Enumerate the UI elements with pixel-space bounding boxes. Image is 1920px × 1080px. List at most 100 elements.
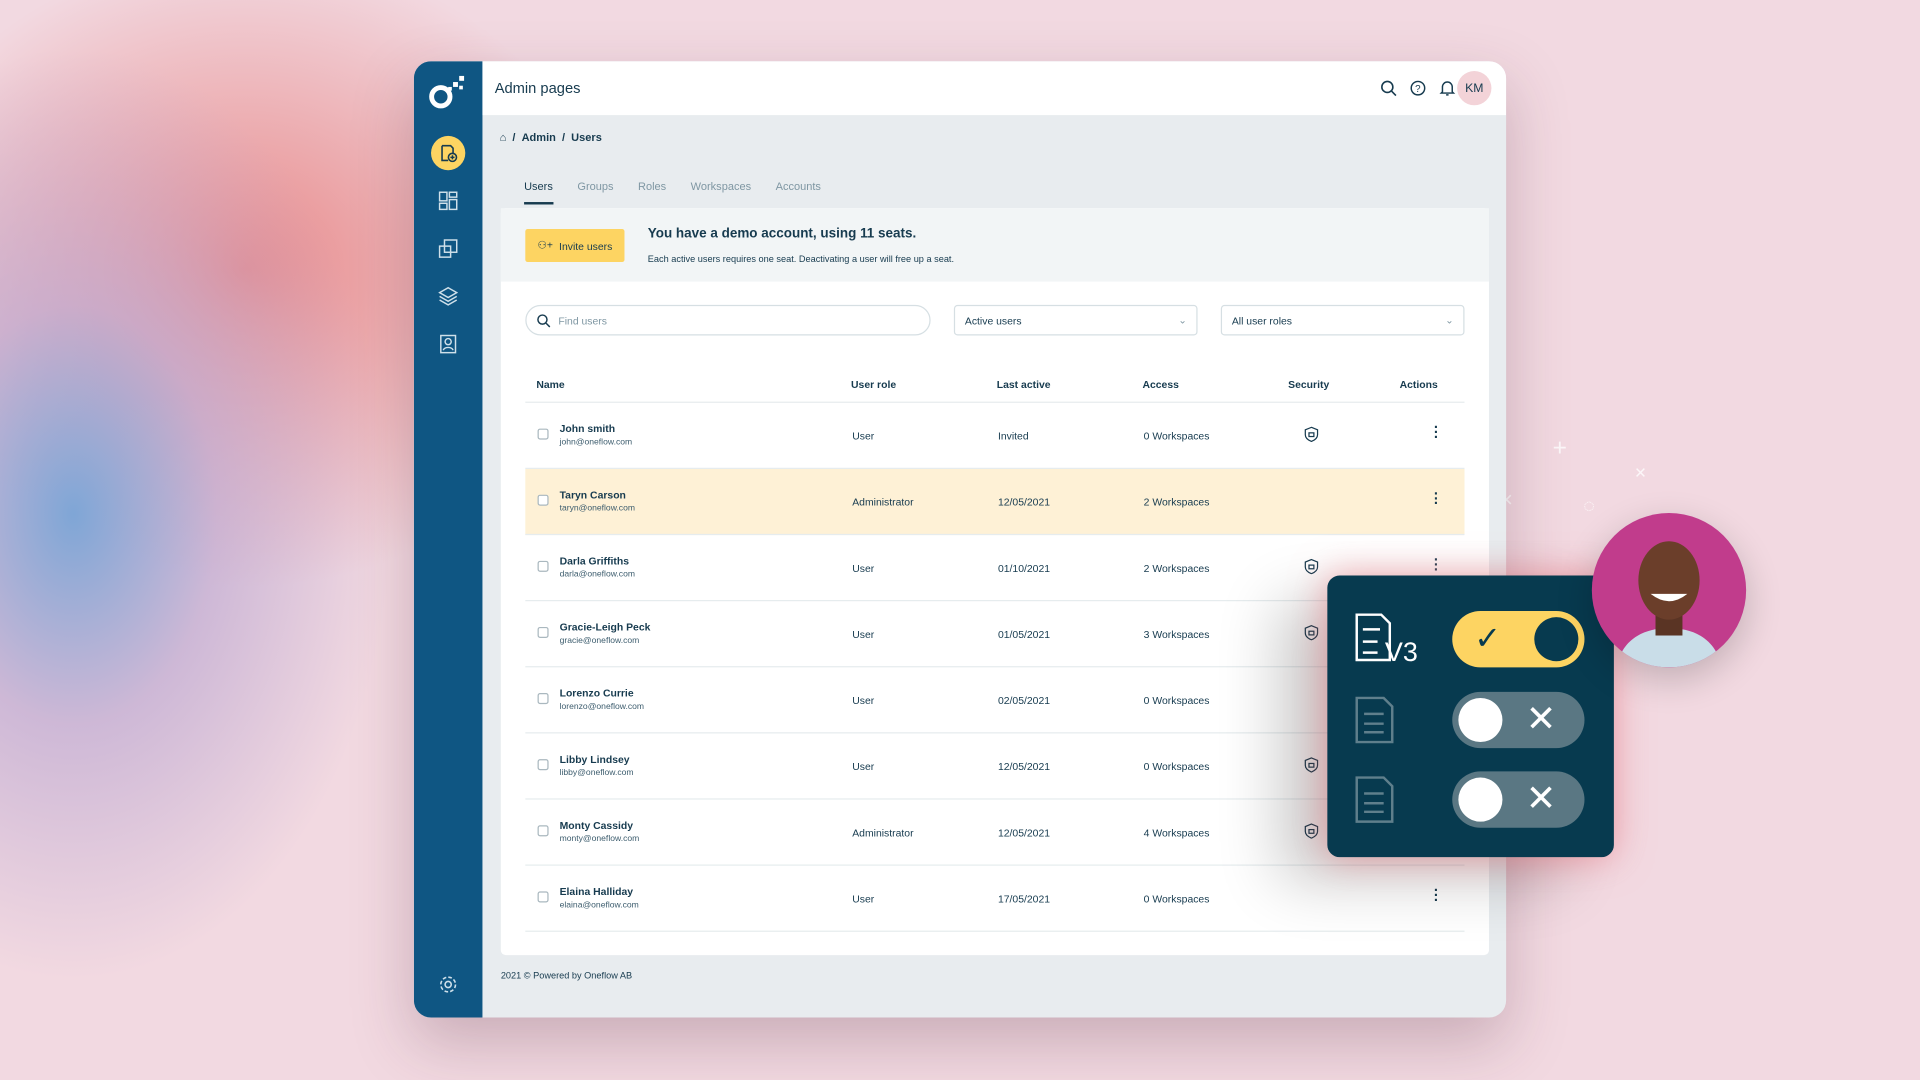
tab-accounts[interactable]: Accounts (775, 180, 821, 193)
last-active: 01/05/2021 (997, 628, 1051, 641)
help-icon[interactable]: ? (1408, 78, 1428, 98)
breadcrumb-users: Users (571, 131, 602, 144)
version-toggle-card: V3 ✓ ✕ ✕ (1327, 575, 1614, 858)
table-row[interactable]: Libby Lindsey libby@oneflow.com User 12/… (525, 733, 1465, 800)
version-toggle-off[interactable]: ✕ (1452, 691, 1585, 749)
invite-users-button[interactable]: ⚇+ Invite users (525, 228, 625, 263)
version-toggle-off[interactable]: ✕ (1452, 771, 1585, 828)
row-checkbox[interactable] (537, 693, 549, 705)
user-photo (1591, 513, 1747, 668)
user-name[interactable]: Lorenzo Currie (559, 686, 634, 700)
users-card: ⚇+ Invite users You have a demo account, … (500, 208, 1489, 956)
last-active: Invited (997, 429, 1029, 443)
user-name[interactable]: Libby Lindsey (559, 753, 630, 766)
row-checkbox[interactable] (537, 825, 549, 837)
home-icon[interactable]: ⌂ (499, 131, 507, 144)
chevron-down-icon: ⌄ (1178, 314, 1187, 326)
more-actions-icon[interactable]: ··· (1433, 551, 1439, 578)
table-row[interactable]: Gracie-Leigh Peck gracie@oneflow.com Use… (525, 601, 1465, 668)
more-actions-icon[interactable]: ··· (1433, 484, 1439, 512)
documents-icon[interactable] (431, 231, 465, 265)
user-role: User (852, 628, 875, 641)
search-icon[interactable] (1379, 78, 1399, 98)
svg-text:V3: V3 (1385, 637, 1418, 663)
user-role: Administrator (852, 826, 914, 839)
table-row[interactable]: Darla Griffiths darla@oneflow.com User 0… (525, 535, 1465, 602)
search-icon (537, 313, 551, 327)
role-filter-select[interactable]: All user roles ⌄ (1220, 304, 1465, 336)
user-role: Administrator (852, 495, 914, 509)
user-name[interactable]: Monty Cassidy (559, 819, 634, 832)
new-document-icon[interactable] (431, 135, 466, 171)
tab-roles[interactable]: Roles (637, 180, 667, 193)
layers-icon[interactable] (431, 279, 465, 313)
sparkle-icon: × (1634, 462, 1647, 484)
breadcrumb: ⌂ / Admin / Users (499, 131, 602, 144)
tab-workspaces[interactable]: Workspaces (690, 180, 752, 193)
user-role: User (852, 760, 875, 773)
dashboard-icon[interactable] (431, 184, 465, 218)
user-name[interactable]: Taryn Carson (559, 488, 626, 501)
user-email: taryn@oneflow.com (559, 504, 635, 514)
security-shield-icon (1304, 757, 1319, 773)
last-active: 17/05/2021 (997, 892, 1051, 905)
table-row[interactable]: Monty Cassidy monty@oneflow.com Administ… (525, 800, 1465, 866)
row-checkbox[interactable] (537, 560, 549, 572)
document-v3-icon: V3 (1355, 613, 1418, 664)
version-toggle-on[interactable]: ✓ (1452, 611, 1585, 668)
column-header-security: Security (1288, 378, 1330, 391)
search-input[interactable]: Find users (525, 304, 931, 336)
table-row[interactable]: John smith john@oneflow.com User Invited… (525, 403, 1465, 469)
row-checkbox[interactable] (537, 891, 549, 903)
top-header: Admin pages ? KM (482, 61, 1507, 116)
row-checkbox[interactable] (537, 626, 549, 638)
tabs: Users Groups Roles Workspaces Accounts (524, 180, 821, 205)
demo-banner: ⚇+ Invite users You have a demo account, … (500, 208, 1489, 282)
status-filter-select[interactable]: Active users ⌄ (953, 304, 1198, 336)
contacts-icon[interactable] (431, 327, 465, 361)
user-name[interactable]: Elaina Halliday (559, 885, 634, 898)
last-active: 12/05/2021 (997, 760, 1051, 773)
document-icon (1355, 776, 1394, 823)
sparkle-icon: ◌ (1583, 495, 1595, 517)
column-header-access[interactable]: Access (1142, 378, 1179, 391)
more-actions-icon[interactable]: ··· (1433, 418, 1439, 446)
table-row[interactable]: Taryn Carson taryn@oneflow.com Administr… (525, 468, 1465, 536)
notification-bell-icon[interactable] (1438, 78, 1458, 98)
user-name[interactable]: John smith (559, 422, 616, 435)
settings-gear-icon[interactable] (431, 967, 465, 1001)
column-header-last-active[interactable]: Last active (996, 378, 1051, 391)
row-checkbox[interactable] (537, 759, 549, 771)
row-checkbox[interactable] (537, 494, 549, 506)
tab-users[interactable]: Users (524, 180, 553, 205)
user-email: libby@oneflow.com (559, 768, 634, 778)
user-role: User (852, 892, 875, 905)
user-avatar[interactable]: KM (1457, 71, 1492, 106)
last-active: 12/05/2021 (997, 495, 1051, 509)
user-role: User (852, 562, 875, 575)
document-icon (1355, 696, 1394, 744)
user-name[interactable]: Gracie-Leigh Peck (559, 620, 651, 634)
user-email: elaina@oneflow.com (559, 901, 639, 910)
column-header-name[interactable]: Name (536, 378, 565, 391)
user-email: darla@oneflow.com (559, 570, 636, 580)
column-header-role[interactable]: User role (851, 378, 897, 391)
app-window: Admin pages ? KM ⌂ / Admin / Users Users G… (413, 61, 1507, 1018)
more-actions-icon[interactable]: ··· (1433, 881, 1439, 909)
user-name[interactable]: Darla Griffiths (559, 554, 630, 567)
banner-subtitle: Each active users requires one seat. Dea… (647, 253, 955, 265)
user-role: User (852, 429, 875, 443)
chevron-down-icon: ⌄ (1445, 314, 1454, 326)
breadcrumb-admin[interactable]: Admin (521, 131, 556, 144)
table-row[interactable]: Lorenzo Currie lorenzo@oneflow.com User … (525, 667, 1465, 734)
last-active: 02/05/2021 (997, 694, 1051, 707)
security-shield-icon (1304, 823, 1319, 839)
table-row[interactable]: Elaina Halliday elaina@oneflow.com User … (525, 866, 1465, 932)
page-title: Admin pages (494, 79, 581, 97)
access: 0 Workspaces (1143, 760, 1210, 773)
close-x-icon: ✕ (1525, 699, 1557, 740)
tab-groups[interactable]: Groups (577, 180, 614, 193)
security-shield-icon (1304, 558, 1319, 575)
add-user-icon: ⚇+ (537, 238, 553, 252)
row-checkbox[interactable] (537, 428, 549, 440)
